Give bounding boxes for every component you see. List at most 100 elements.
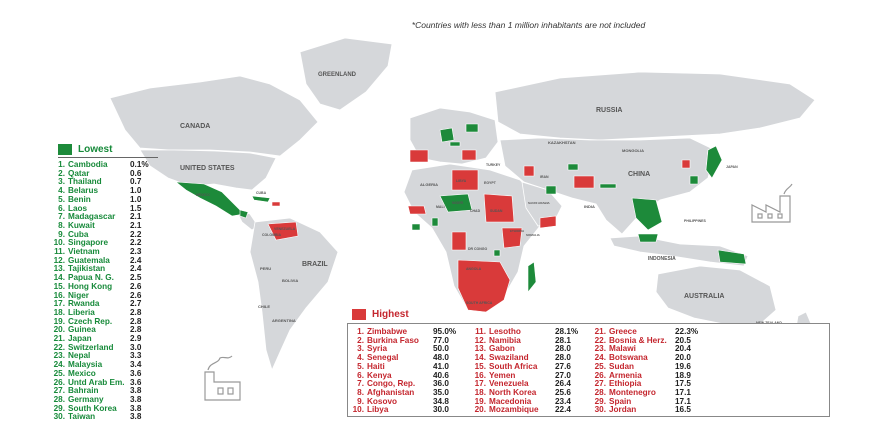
rank-number: 11.: [54, 247, 65, 257]
highest-title: Highest: [372, 309, 409, 320]
country-name: Libya: [367, 405, 389, 415]
rate-value: 3.8: [130, 403, 142, 413]
rate-value: 22.3%: [675, 327, 699, 336]
map-label-dr-congo: DR CONGO: [468, 247, 488, 251]
region-afghanistan: [573, 175, 595, 189]
map-label-argentina: ARGENTINA: [272, 318, 296, 323]
rank-number: 6.: [357, 370, 364, 380]
region-taiwan-korea: [689, 175, 699, 185]
list-item: 16. Yemen 27.0: [472, 370, 578, 381]
country-name: Lesotho: [489, 327, 521, 336]
map-label-south-africa: SOUTH AFRICA: [466, 301, 493, 305]
rate-value: 3.3: [130, 351, 142, 361]
list-item: 6. Laos 1.5: [52, 203, 149, 214]
rank-number: 3.: [58, 177, 65, 187]
list-item: 22. Bosnia & Herz. 20.5: [592, 336, 698, 346]
rate-value: 2.9: [130, 334, 142, 344]
map-label-united-states: UNITED STATES: [180, 165, 235, 172]
footnote: *Countries with less than 1 million inha…: [411, 20, 646, 30]
rank-number: 27.: [53, 386, 65, 396]
list-item: 14. Swaziland 28.0: [472, 353, 578, 363]
list-item: 11. Lesotho 28.1%: [472, 327, 578, 337]
rank-number: 4.: [58, 186, 65, 196]
rank-number: 11.: [475, 327, 486, 336]
rate-value: 27.6: [555, 361, 571, 371]
list-item: 15. South Africa 27.6: [472, 361, 578, 372]
country-name: Swaziland: [489, 353, 529, 363]
region-malaysia: [637, 233, 659, 243]
rank-number: 25.: [594, 361, 606, 371]
region-yemen: [539, 215, 557, 229]
rate-value: 22.4: [555, 405, 571, 415]
list-item: 17. Venezuela 26.4: [472, 380, 578, 389]
region-yemen-syria: [523, 165, 535, 177]
lowest-divider: [58, 157, 158, 158]
rate-value: 50.0: [433, 344, 449, 354]
rate-value: 34.8: [433, 396, 449, 406]
rank-number: 21.: [594, 327, 606, 336]
list-item: 28. Montenegro 17.1: [592, 387, 698, 398]
rank-number: 9.: [357, 396, 364, 406]
list-item: 26. Untd Arab Em. 3.6: [52, 378, 149, 388]
map-label-niger: NIGER: [452, 201, 464, 205]
region-png: [717, 249, 747, 265]
country-name: Laos: [68, 203, 88, 213]
rate-value: 3.8: [130, 394, 142, 404]
country-name: Malaysia: [68, 360, 103, 370]
rate-value: 2.4: [130, 255, 142, 265]
list-item: 14. Papua N. G. 2.5: [52, 273, 149, 283]
rate-value: 17.5: [675, 379, 691, 389]
rate-value: 27.0: [555, 370, 571, 380]
country-name: Taiwan: [68, 412, 96, 422]
rate-value: 30.0: [433, 405, 449, 415]
country-name: Cuba: [68, 229, 89, 239]
country-name: Kuwait: [68, 220, 95, 230]
country-name: Vietnam: [68, 247, 100, 257]
country-name: Kenya: [367, 370, 392, 380]
region-usa: [139, 149, 277, 191]
rank-number: 4.: [357, 353, 364, 363]
rank-number: 22.: [53, 342, 65, 352]
region-spain: [409, 149, 429, 163]
rank-number: 29.: [53, 403, 65, 413]
rate-value: 0.7: [130, 177, 142, 187]
rate-value: 2.8: [130, 325, 142, 335]
factory-icon-right: [751, 183, 793, 223]
country-name: Burkina Faso: [367, 335, 419, 345]
list-item: 25. Sudan 19.6: [592, 361, 698, 372]
country-name: Niger: [68, 290, 89, 300]
highest-column-1: 1. Zimbabwe 95.0% 2. Burkina Faso 77.0 3. Syria…: [350, 327, 457, 415]
rank-number: 1.: [58, 160, 65, 169]
rank-number: 24.: [594, 353, 606, 363]
rank-number: 21.: [53, 334, 65, 344]
list-item: 20. Mozambique 22.4: [472, 406, 578, 415]
rate-value: 2.1: [130, 212, 142, 222]
list-item: 27. Ethiopia 17.5: [592, 380, 698, 389]
country-name: Montenegro: [609, 387, 656, 397]
list-item: 5. Haiti 41.0: [350, 362, 456, 372]
map-label-libya: LIBYA: [456, 179, 467, 183]
country-name: South Africa: [489, 361, 538, 371]
map-label-bolivia: BOLIVIA: [282, 278, 298, 283]
rate-value: 2.5: [130, 273, 142, 283]
list-item: 24. Botswana 20.0: [592, 353, 698, 363]
highest-legend-header: Highest: [352, 309, 409, 320]
rate-value: 35.0: [433, 387, 449, 397]
rank-number: 27.: [594, 379, 606, 389]
rank-number: 19.: [474, 396, 486, 406]
country-name: Guatemala: [68, 255, 110, 265]
rate-value: 20.4: [675, 344, 691, 354]
list-item: 6. Kenya 40.6: [350, 370, 456, 381]
country-name: Armenia: [609, 370, 642, 380]
country-name: Afghanistan: [367, 387, 415, 397]
list-item: 22. Switzerland 3.0: [52, 342, 149, 353]
map-label-ethiopia: ETHIOPIA: [510, 229, 525, 233]
list-item: 8. Afghanistan 35.0: [350, 387, 456, 398]
country-name: Czech Rep.: [68, 316, 113, 326]
region-libya: [451, 169, 479, 191]
rank-number: 24.: [53, 360, 65, 370]
list-item: 4. Senegal 48.0: [350, 353, 456, 363]
rate-value: 2.1: [130, 220, 142, 230]
map-label-india: INDIA: [584, 204, 595, 209]
list-item: 13. Tajikistan 2.4: [52, 265, 149, 274]
